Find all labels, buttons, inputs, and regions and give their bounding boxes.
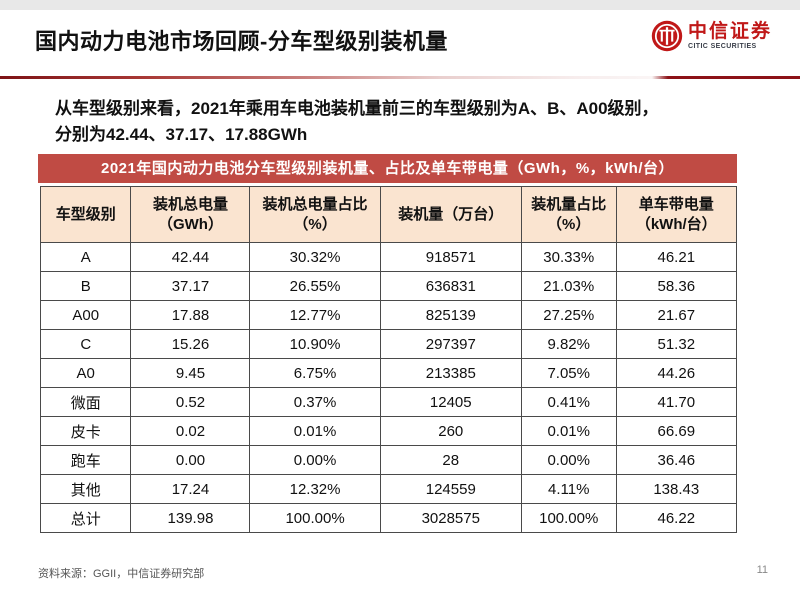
table-cell: 10.90% [249, 329, 381, 359]
table-cell: C [39, 329, 132, 359]
column-header: 装机量占比 （%） [520, 186, 617, 243]
table-cell: 12.32% [249, 474, 381, 504]
table-row: 微面 0.52 0.37% 12405 0.41% 41.70 [39, 387, 738, 417]
logo-name-cn: 中信证券 [687, 20, 772, 42]
table-cell: B [39, 271, 132, 301]
table-cell: 100.00% [249, 503, 381, 533]
table-cell: 918571 [379, 242, 522, 272]
page-title: 国内动力电池市场回顾-分车型级别装机量 [35, 29, 448, 54]
logo-text: 中信证券 CITIC SECURITIES [687, 20, 772, 51]
table-cell: 0.00% [520, 445, 617, 475]
table-cell: A00 [39, 300, 132, 330]
column-header: 装机总电量 （GWh） [130, 186, 251, 243]
table-caption: 2021年国内动力电池分车型级别装机量、占比及单车带电量（GWh，%，kWh/台… [38, 154, 737, 183]
table-cell: A0 [39, 358, 132, 388]
table-cell: 139.98 [130, 503, 251, 533]
table-cell: 9.82% [520, 329, 617, 359]
table-cell: 37.17 [130, 271, 251, 301]
table-cell: 636831 [379, 271, 522, 301]
table-cell: 17.88 [130, 300, 251, 330]
table-cell: 6.75% [249, 358, 381, 388]
table-cell: 58.36 [615, 271, 738, 301]
table-cell: 12405 [379, 387, 522, 417]
table-cell: 微面 [39, 387, 132, 417]
table-cell: 0.01% [520, 416, 617, 446]
citic-securities-logo: 中信证券 CITIC SECURITIES [651, 20, 772, 52]
summary-line-2: 分别为42.44、37.17、17.88GWh [55, 125, 308, 144]
table-row: 其他 17.24 12.32% 124559 4.11% 138.43 [39, 474, 738, 504]
battery-installation-table: 车型级别 装机总电量 （GWh） 装机总电量占比 （%） 装机量（万台） 装机量占比 （%）单… [39, 186, 738, 533]
table-cell: 46.22 [615, 503, 738, 533]
table-cell: 总计 [39, 503, 132, 533]
table-cell: A [39, 242, 132, 272]
table-cell: 皮卡 [39, 416, 132, 446]
table-cell: 7.05% [520, 358, 617, 388]
table-header-row: 车型级别 装机总电量 （GWh） 装机总电量占比 （%） 装机量（万台） 装机量占比 （%）单… [39, 186, 738, 243]
table-header: 车型级别 装机总电量 （GWh） 装机总电量占比 （%） 装机量（万台） 装机量占比 （%）单… [39, 186, 738, 243]
table-cell: 3028575 [379, 503, 522, 533]
table-row: 皮卡 0.02 0.01% 260 0.01% 66.69 [39, 416, 738, 446]
table-cell: 17.24 [130, 474, 251, 504]
table-cell: 30.33% [520, 242, 617, 272]
citic-logo-icon [651, 20, 683, 52]
slide-top-border [0, 0, 800, 10]
summary-text: 从车型级别来看，2021年乘用车电池装机量前三的车型级别为A、B、A00级别， … [55, 96, 770, 148]
table-cell: 跑车 [39, 445, 132, 475]
table-cell: 12.77% [249, 300, 381, 330]
table-cell: 15.26 [130, 329, 251, 359]
table-cell: 0.52 [130, 387, 251, 417]
table-cell: 36.46 [615, 445, 738, 475]
table-cell: 0.01% [249, 416, 381, 446]
table-cell: 0.37% [249, 387, 381, 417]
table-row: A0 9.45 6.75% 213385 7.05% 44.26 [39, 358, 738, 388]
column-header: 单车带电量 （kWh/台） [615, 186, 738, 243]
table-cell: 30.32% [249, 242, 381, 272]
table-cell: 213385 [379, 358, 522, 388]
table-cell: 0.00 [130, 445, 251, 475]
table-cell: 其他 [39, 474, 132, 504]
table-cell: 28 [379, 445, 522, 475]
table-row: 跑车 0.00 0.00% 28 0.00% 36.46 [39, 445, 738, 475]
logo-name-en: CITIC SECURITIES [687, 42, 757, 50]
table-cell: 21.67 [615, 300, 738, 330]
column-header: 车型级别 [39, 186, 132, 243]
table-cell: 46.21 [615, 242, 738, 272]
data-table-section: 2021年国内动力电池分车型级别装机量、占比及单车带电量（GWh，%，kWh/台… [38, 154, 738, 533]
table-cell: 44.26 [615, 358, 738, 388]
table-cell: 825139 [379, 300, 522, 330]
table-cell: 124559 [379, 474, 522, 504]
summary-line-1: 从车型级别来看，2021年乘用车电池装机量前三的车型级别为A、B、A00级别， [55, 99, 659, 118]
table-row: B 37.17 26.55% 636831 21.03% 58.36 [39, 271, 738, 301]
table-cell: 0.00% [249, 445, 381, 475]
table-body: A 42.44 30.32% 918571 30.33% 46.21 B 37.17 26.55… [39, 242, 738, 533]
table-cell: 21.03% [520, 271, 617, 301]
title-divider-line [0, 76, 800, 79]
table-cell: 138.43 [615, 474, 738, 504]
column-header: 装机量（万台） [379, 186, 522, 243]
table-cell: 0.41% [520, 387, 617, 417]
page-number: 11 [756, 564, 768, 576]
column-header: 装机总电量占比 （%） [249, 186, 381, 243]
table-cell: 260 [379, 416, 522, 446]
table-cell: 100.00% [520, 503, 617, 533]
table-row: A00 17.88 12.77% 825139 27.25% 21.67 [39, 300, 738, 330]
table-cell: 42.44 [130, 242, 251, 272]
table-row: A 42.44 30.32% 918571 30.33% 46.21 [39, 242, 738, 272]
table-row: 总计 139.98 100.00% 3028575 100.00% 46.22 [39, 503, 738, 533]
table-cell: 66.69 [615, 416, 738, 446]
table-cell: 27.25% [520, 300, 617, 330]
table-cell: 9.45 [130, 358, 251, 388]
source-note: 资料来源：GGII，中信证券研究部 [38, 568, 205, 580]
table-cell: 0.02 [130, 416, 251, 446]
table-cell: 4.11% [520, 474, 617, 504]
table-cell: 51.32 [615, 329, 738, 359]
table-row: C 15.26 10.90% 297397 9.82% 51.32 [39, 329, 738, 359]
table-cell: 41.70 [615, 387, 738, 417]
table-cell: 26.55% [249, 271, 381, 301]
table-cell: 297397 [379, 329, 522, 359]
